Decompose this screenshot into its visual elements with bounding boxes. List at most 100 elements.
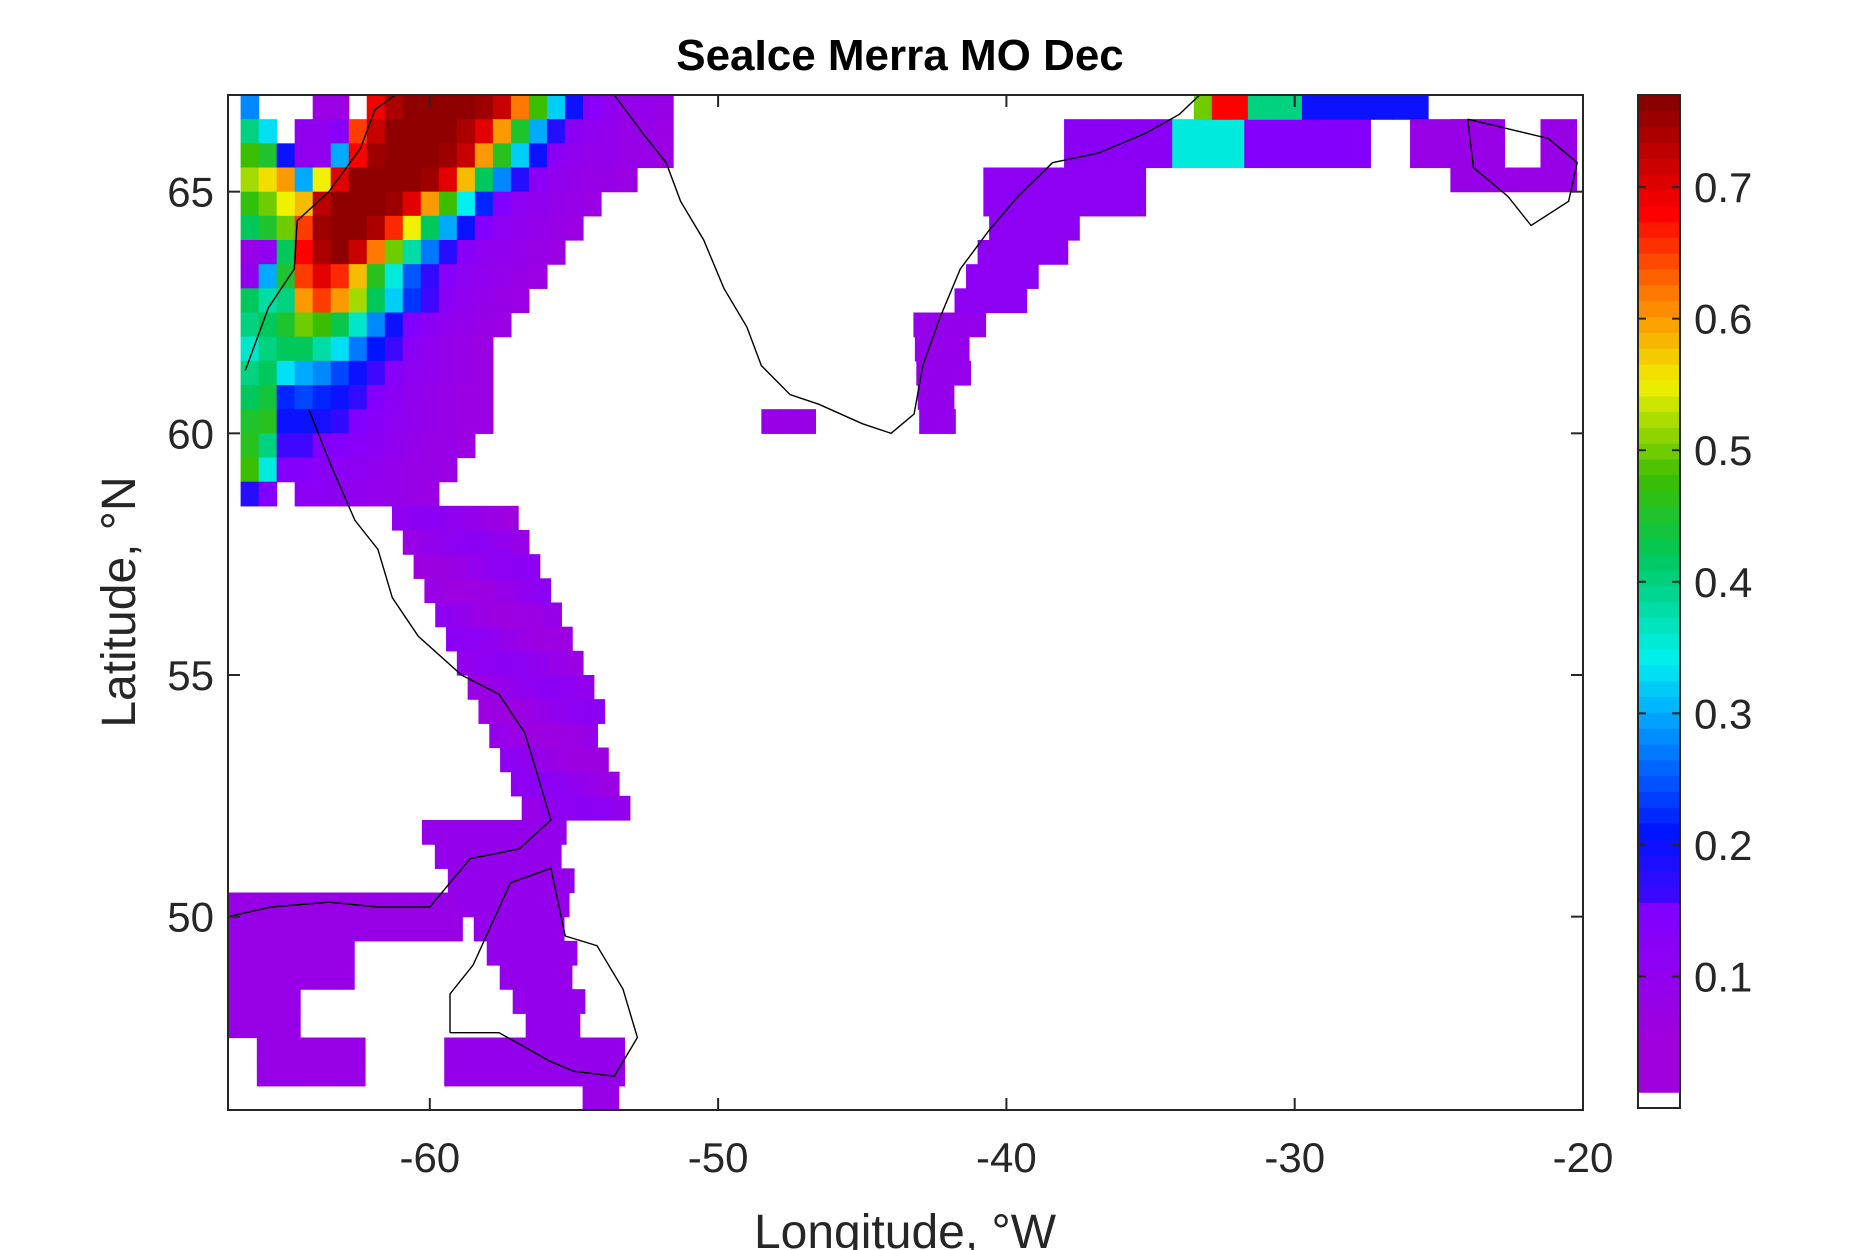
- heatmap-cell: [384, 240, 404, 265]
- heatmap-cell: [492, 288, 512, 314]
- heatmap-cell: [240, 264, 260, 289]
- heatmap-cell: [384, 215, 404, 241]
- colorbar-segment: [1638, 443, 1680, 460]
- heatmap-cell: [294, 360, 314, 386]
- heatmap-cell: [330, 360, 350, 386]
- heatmap-cell: [950, 336, 970, 362]
- heatmap-cell: [330, 385, 350, 410]
- heatmap-cell: [282, 916, 301, 942]
- heatmap-cell: [384, 433, 404, 459]
- heatmap-cell: [312, 481, 332, 507]
- heatmap-cell: [330, 336, 350, 362]
- heatmap-cell: [637, 95, 656, 120]
- colorbar-segment: [1638, 854, 1680, 872]
- heatmap-cell: [408, 892, 427, 918]
- heatmap-cell: [282, 1013, 301, 1039]
- heatmap-cell: [294, 385, 314, 410]
- colorbar-segment: [1638, 585, 1680, 603]
- heatmap-cell: [1172, 143, 1191, 169]
- heatmap-cell: [366, 119, 386, 144]
- heatmap-cell: [384, 385, 404, 410]
- x-tick-label: -40: [976, 1134, 1037, 1181]
- heatmap-cell: [456, 215, 476, 241]
- heatmap-cell: [438, 385, 458, 410]
- heatmap-cell: [528, 191, 548, 217]
- heatmap-cell: [619, 143, 638, 169]
- heatmap-cell: [1558, 119, 1578, 144]
- heatmap-cell: [420, 240, 440, 265]
- heatmap-cell: [492, 167, 512, 193]
- heatmap-cell: [600, 771, 620, 797]
- y-tick-label: 65: [167, 169, 214, 216]
- heatmap-cell: [480, 1037, 499, 1063]
- heatmap-cell: [606, 1037, 626, 1063]
- heatmap-cell: [467, 675, 487, 700]
- heatmap-cell: [465, 868, 485, 894]
- heatmap-cell: [1019, 167, 1038, 193]
- heatmap-cell: [588, 1037, 607, 1063]
- heatmap-cell: [514, 699, 534, 724]
- heatmap-cell: [564, 119, 584, 144]
- heatmap-cell: [328, 1037, 348, 1063]
- heatmap-cell: [1262, 119, 1281, 144]
- heatmap-cell: [518, 747, 537, 773]
- heatmap-cell: [431, 554, 451, 579]
- heatmap-cell: [330, 191, 350, 217]
- heatmap-cell: [384, 143, 404, 169]
- heatmap-cell: [473, 916, 493, 942]
- heatmap-cell: [240, 481, 260, 507]
- heatmap-cell: [276, 385, 296, 410]
- heatmap-cell: [546, 191, 566, 217]
- heatmap-cell: [546, 167, 566, 193]
- heatmap-cell: [990, 288, 1010, 314]
- heatmap-cell: [330, 143, 350, 169]
- heatmap-cell: [534, 1061, 553, 1087]
- heatmap-cell: [1037, 191, 1057, 217]
- heatmap-cell: [384, 312, 404, 338]
- colorbar-tick-label: 0.5: [1694, 427, 1752, 474]
- heatmap-cell: [558, 940, 578, 966]
- heatmap-cell: [590, 747, 609, 773]
- heatmap-cell: [528, 95, 548, 120]
- heatmap-cell: [555, 868, 575, 894]
- heatmap-cell: [348, 360, 368, 386]
- heatmap-cell: [582, 143, 602, 169]
- heatmap-cell: [240, 119, 260, 144]
- colorbar-segment: [1638, 601, 1680, 618]
- heatmap-cell: [384, 288, 404, 314]
- heatmap-cell: [510, 95, 530, 120]
- heatmap-cell: [446, 505, 465, 531]
- heatmap-cell: [655, 95, 674, 120]
- heatmap-cell: [488, 844, 508, 869]
- heatmap-cell: [516, 1037, 535, 1063]
- heatmap-cell: [330, 481, 350, 507]
- heatmap-cell: [503, 675, 523, 700]
- heatmap-cell: [336, 940, 355, 966]
- heatmap-cell: [264, 940, 283, 966]
- heatmap-cell: [330, 433, 350, 459]
- heatmap-cell: [486, 940, 506, 966]
- heatmap-cell: [510, 771, 530, 797]
- heatmap-cell: [1136, 119, 1155, 144]
- heatmap-cell: [264, 1013, 283, 1039]
- heatmap-cell: [276, 143, 296, 169]
- heatmap-cell: [916, 360, 935, 386]
- heatmap-cell: [1100, 119, 1119, 144]
- heatmap-cell: [348, 288, 368, 314]
- heatmap-cell: [420, 167, 440, 193]
- heatmap-cell: [1352, 143, 1371, 169]
- heatmap-cell: [474, 215, 494, 241]
- coastline: [449, 867, 639, 1077]
- heatmap-cell: [552, 1037, 571, 1063]
- heatmap-cell: [348, 409, 368, 434]
- heatmap-cell: [240, 191, 260, 217]
- heatmap-cell: [514, 892, 534, 918]
- heatmap-cell: [310, 1037, 330, 1063]
- heatmap-cell: [438, 240, 458, 265]
- heatmap-cell: [474, 191, 494, 217]
- heatmap-cell: [543, 1013, 563, 1039]
- heatmap-cell: [294, 264, 314, 289]
- heatmap-cell: [504, 940, 524, 966]
- heatmap-cell: [246, 1013, 265, 1039]
